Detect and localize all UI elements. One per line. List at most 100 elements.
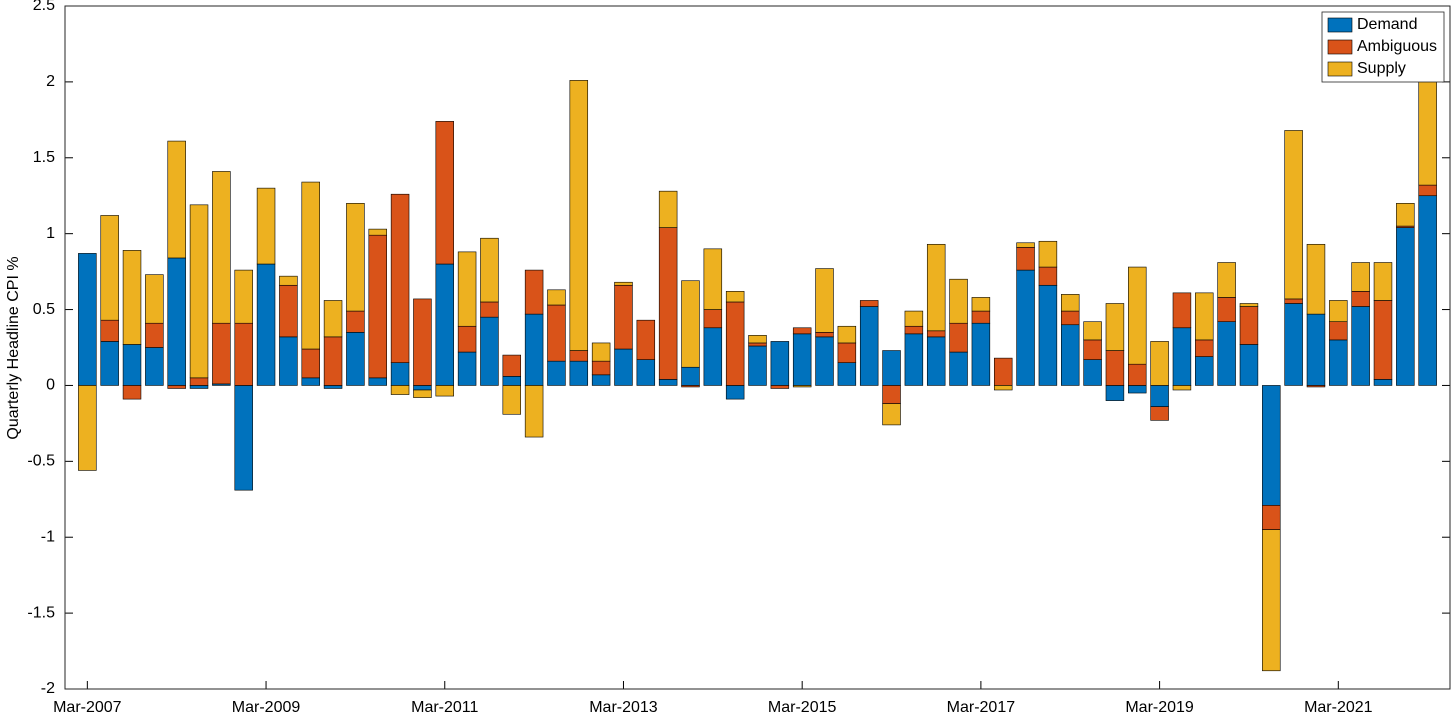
bar-segment <box>1083 321 1102 341</box>
bar-segment <box>904 325 924 335</box>
bar-segment <box>1105 350 1125 386</box>
bar-segment <box>859 306 879 386</box>
bar-segment <box>703 248 723 310</box>
bar-segment <box>1306 385 1326 388</box>
bar-segment <box>346 203 365 312</box>
bar-segment <box>1105 303 1125 351</box>
bar-segment <box>591 342 611 362</box>
bar-segment <box>390 385 410 395</box>
plot-frame <box>64 5 1451 690</box>
bar-segment <box>1150 385 1169 407</box>
bar-segment <box>100 215 119 321</box>
bar-segment <box>547 360 566 386</box>
bar-segment <box>1217 297 1236 322</box>
x-tick-label: Mar-2013 <box>589 699 658 714</box>
bar-segment <box>792 327 812 335</box>
bar-segment <box>301 348 320 379</box>
bar-segment <box>346 310 365 333</box>
bar-segment <box>1217 321 1236 386</box>
bar-segment <box>1373 262 1393 301</box>
y-tick-label: -2 <box>41 680 55 697</box>
bar-segment <box>279 275 298 286</box>
bar-segment <box>279 284 298 338</box>
bar-segment <box>1217 262 1236 298</box>
bar-segment <box>1016 269 1035 386</box>
x-tick-label: Mar-2009 <box>232 699 301 714</box>
bar-segment <box>1172 292 1192 329</box>
bar-segment <box>435 121 454 265</box>
bar-segment <box>658 379 678 386</box>
bar-segment <box>457 351 477 386</box>
bar-segment <box>368 228 387 236</box>
bar-segment <box>681 280 700 368</box>
bar-segment <box>792 333 812 386</box>
y-tick-label: 1 <box>46 225 55 242</box>
bar-segment <box>122 385 142 400</box>
bar-segment <box>1284 130 1303 300</box>
legend-label: Ambiguous <box>1357 38 1437 55</box>
bar-segment <box>480 316 499 386</box>
bar-segment <box>390 362 410 386</box>
bar-segment <box>1038 240 1058 268</box>
bar-segment <box>1329 300 1348 322</box>
bar-segment <box>1373 379 1393 386</box>
y-tick-label: -1.5 <box>27 604 55 621</box>
bar-segment <box>1329 321 1348 341</box>
bar-segment <box>949 322 968 353</box>
bar-segment <box>591 374 611 386</box>
bar-segment <box>189 385 209 389</box>
bar-segment <box>524 313 544 386</box>
bar-segment <box>949 278 968 324</box>
bar-segment <box>636 359 656 386</box>
y-axis-label: Quarterly Headline CPI % <box>5 256 22 439</box>
bar-segment <box>1195 356 1214 386</box>
bar-segment <box>815 332 834 338</box>
bar-segment <box>1284 303 1303 386</box>
bar-segment <box>368 377 387 386</box>
bar-segment <box>212 171 231 324</box>
y-tick-label: 1.5 <box>33 149 55 166</box>
bar-segment <box>614 284 633 350</box>
bar-segment <box>1016 247 1035 271</box>
bar-segment <box>78 253 97 386</box>
bar-segment <box>1061 294 1080 312</box>
x-tick-label: Mar-2019 <box>1125 699 1194 714</box>
bar-segment <box>1262 385 1281 506</box>
bar-segment <box>1016 242 1035 248</box>
bar-segment <box>390 193 410 363</box>
bar-segment <box>815 268 834 333</box>
bar-segment <box>502 376 522 386</box>
bar-segment <box>480 237 499 303</box>
bar-segment <box>614 348 633 386</box>
bar-segment <box>1239 306 1259 345</box>
bar-segment <box>502 385 522 415</box>
bar-segment <box>926 336 946 386</box>
bar-segment <box>904 310 924 327</box>
bar-segment <box>435 385 454 397</box>
bar-segment <box>725 385 745 400</box>
bar-segment <box>569 360 589 386</box>
y-tick-label: -0.5 <box>27 453 55 470</box>
bar-segment <box>234 385 253 491</box>
x-tick-label: Mar-2021 <box>1304 699 1373 714</box>
bar-segment <box>614 281 633 286</box>
bar-segment <box>1172 385 1192 391</box>
bar-segment <box>1418 195 1437 386</box>
bar-segment <box>837 325 857 344</box>
bar-segment <box>1351 262 1370 292</box>
bar-segment <box>1329 339 1348 386</box>
bar-segment <box>993 357 1013 386</box>
bar-segment <box>480 301 499 318</box>
bar-segment <box>435 263 454 386</box>
bar-segment <box>949 351 968 386</box>
bar-segment <box>167 385 186 389</box>
bar-segment <box>815 336 834 386</box>
bar-segment <box>658 227 678 380</box>
bar-segment <box>323 336 343 386</box>
bar-segment <box>100 319 119 342</box>
bar-segment <box>256 263 276 386</box>
bar-segment <box>1239 303 1259 307</box>
bar-segment <box>703 327 723 386</box>
bar-segment <box>1172 327 1192 386</box>
bar-segment <box>502 354 522 377</box>
